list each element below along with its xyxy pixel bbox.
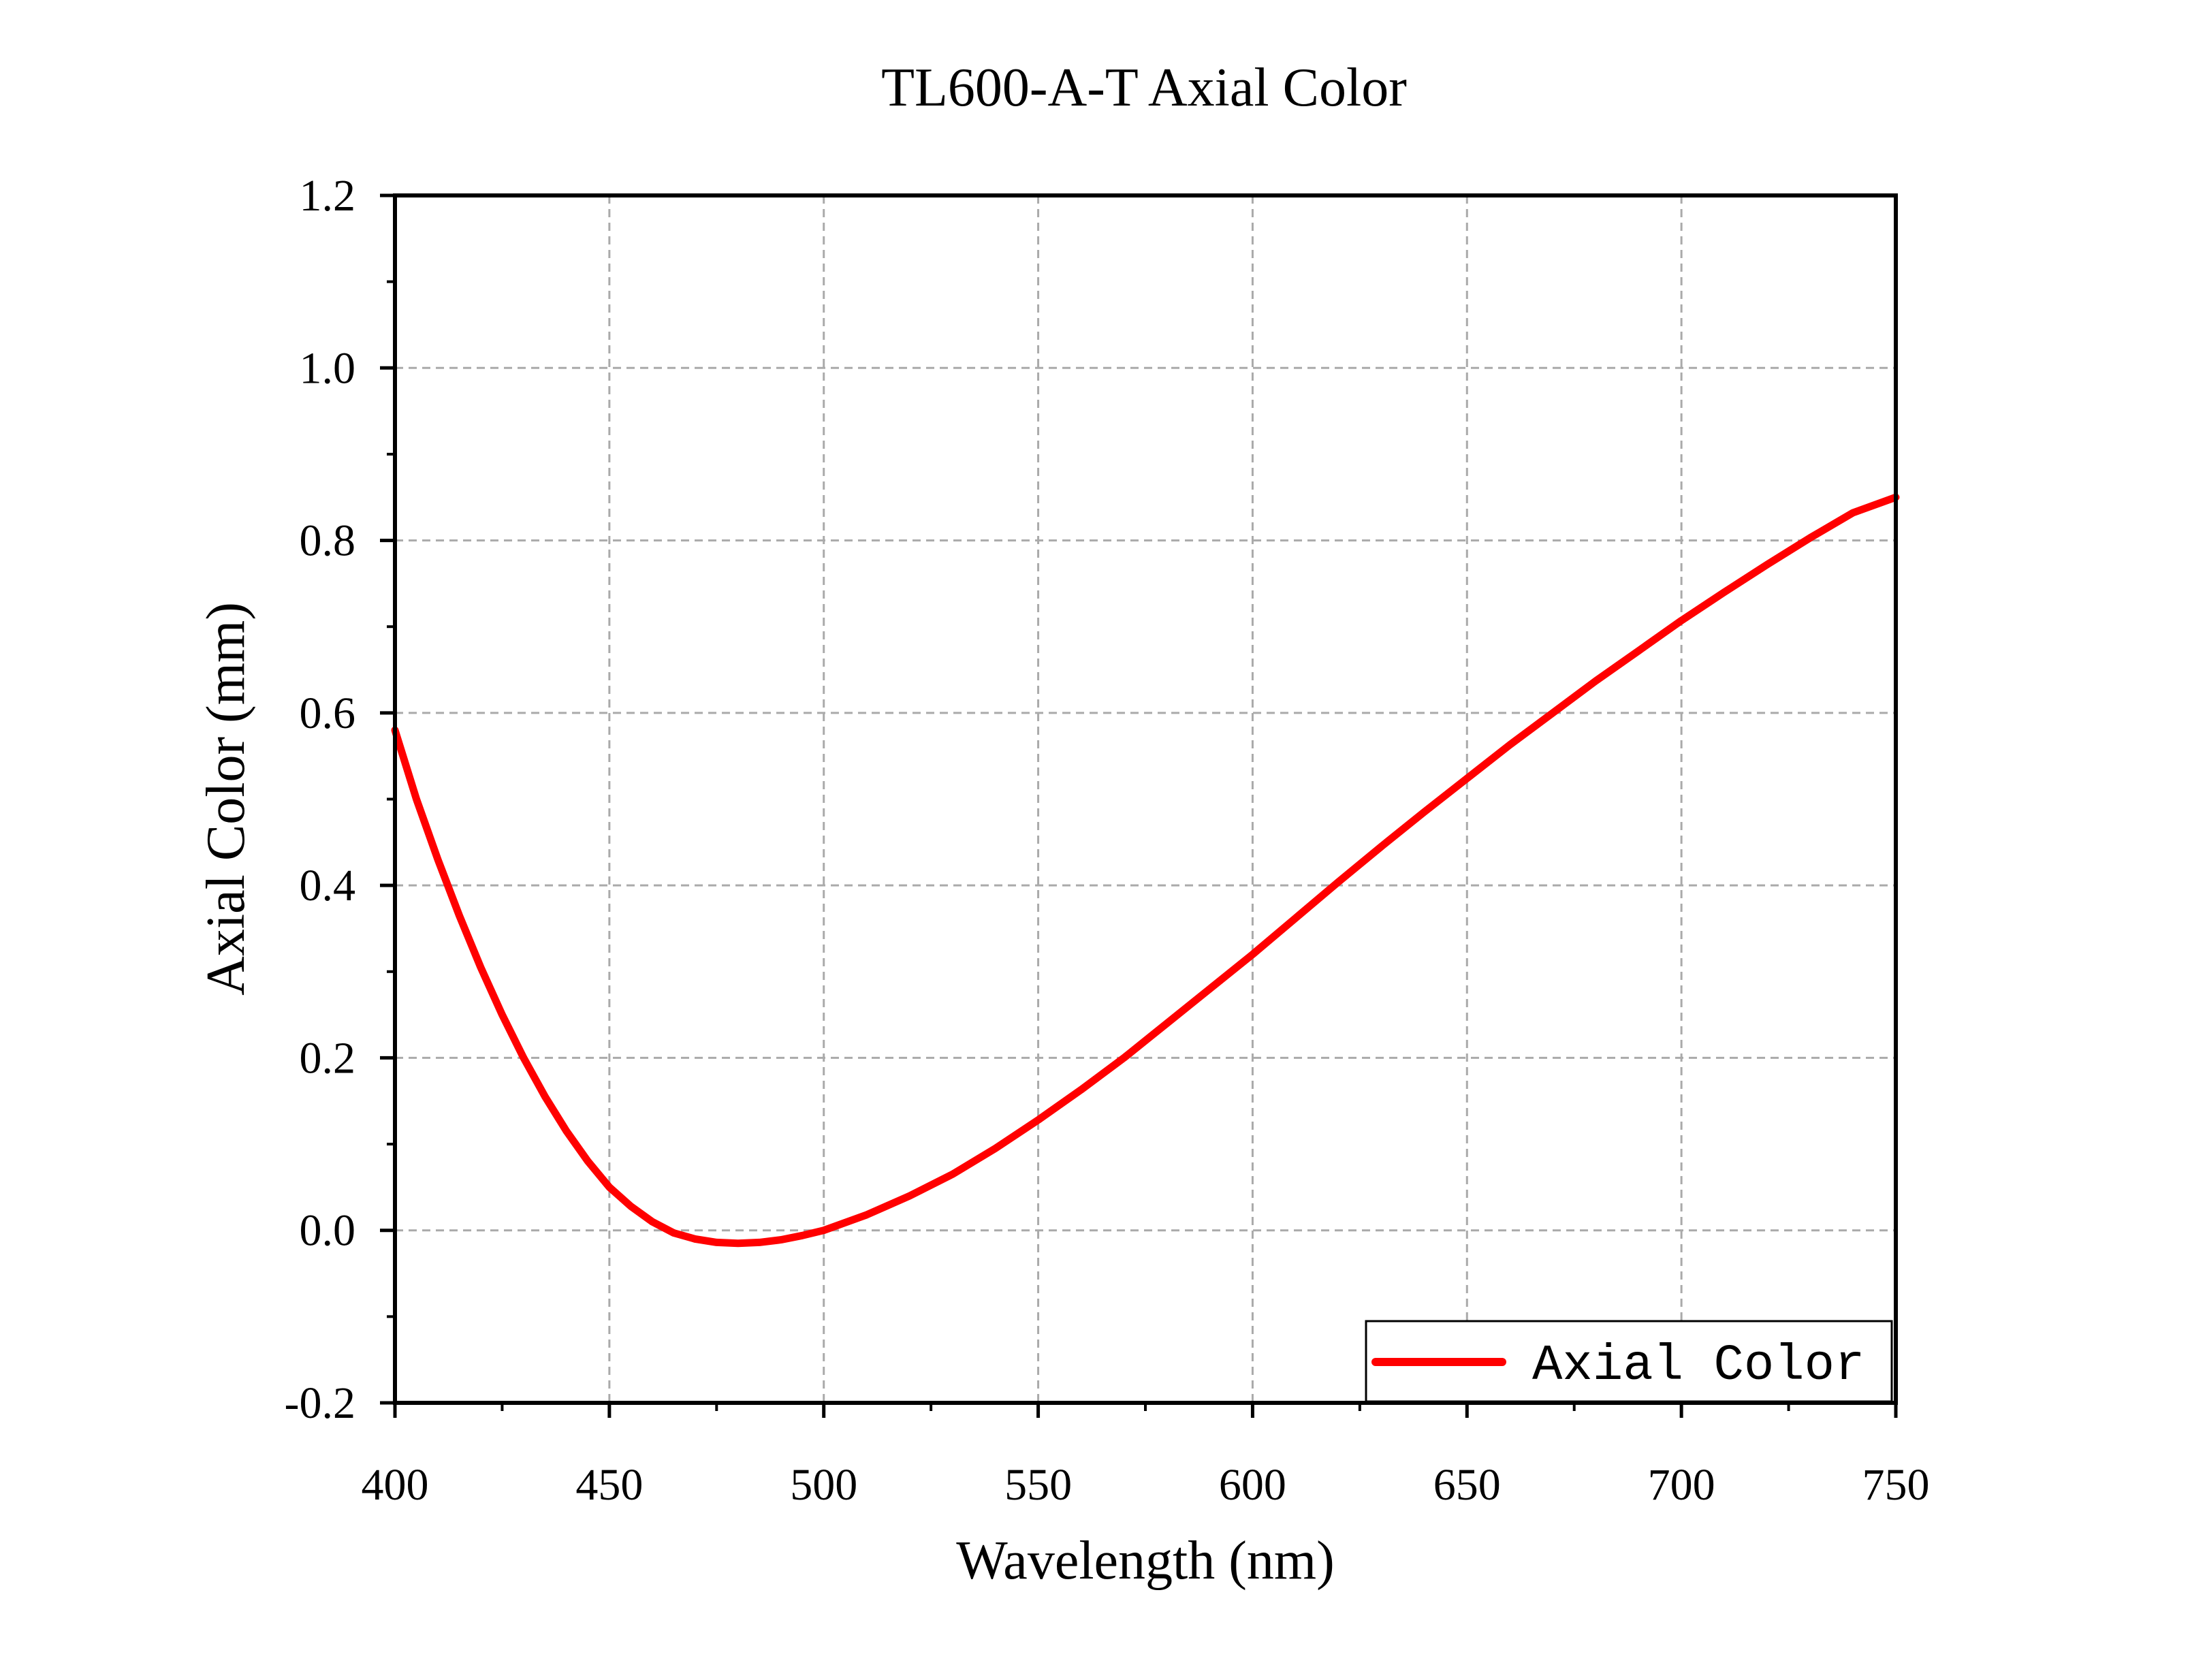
y-tick-label: -0.2	[285, 1378, 355, 1428]
axis-ticks	[380, 193, 1898, 1418]
y-tick-label: 0.0	[300, 1206, 356, 1256]
x-tick-label: 650	[1433, 1460, 1501, 1510]
grid-lines	[395, 195, 1896, 1403]
y-tick-label: 1.2	[300, 171, 356, 221]
y-axis-label: Axial Color (mm)	[196, 602, 256, 996]
x-tick-label: 550	[1004, 1460, 1072, 1510]
x-tick-label: 750	[1862, 1460, 1930, 1510]
y-tick-label: 0.8	[300, 516, 356, 566]
series-line-axial-color	[391, 493, 1900, 1248]
y-tick-label: 0.6	[300, 688, 356, 738]
legend: Axial Color	[1365, 1320, 1893, 1403]
y-tick-label: 0.4	[300, 861, 356, 910]
y-tick-label: 1.0	[300, 343, 356, 393]
x-axis-tick-labels: 400 450 500 550 600 650 700 750	[362, 1460, 1930, 1510]
x-axis-label: Wavelength (nm)	[956, 1531, 1335, 1591]
x-tick-label: 500	[790, 1460, 857, 1510]
x-tick-label: 400	[362, 1460, 429, 1510]
x-tick-label: 450	[575, 1460, 643, 1510]
x-tick-label: 600	[1219, 1460, 1286, 1510]
y-axis-tick-labels: -0.2 0.0 0.2 0.4 0.6 0.8 1.0 1.2	[285, 171, 355, 1428]
chart-title: TL600-A-T Axial Color	[881, 58, 1407, 118]
y-tick-label: 0.2	[300, 1033, 356, 1083]
series-layer	[391, 493, 1900, 1248]
x-tick-label: 700	[1648, 1460, 1715, 1510]
legend-label-axial-color: Axial Color	[1532, 1337, 1864, 1395]
